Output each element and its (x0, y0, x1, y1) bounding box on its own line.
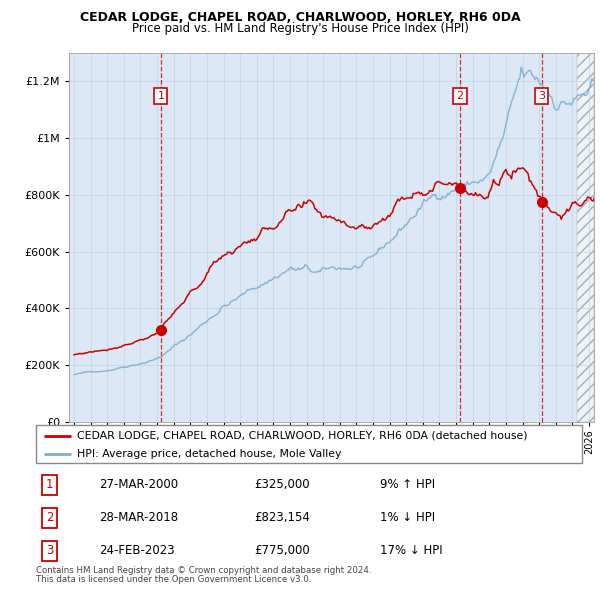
Text: 3: 3 (538, 91, 545, 101)
FancyBboxPatch shape (36, 425, 582, 463)
Text: £823,154: £823,154 (254, 511, 310, 525)
Text: Price paid vs. HM Land Registry's House Price Index (HPI): Price paid vs. HM Land Registry's House … (131, 22, 469, 35)
Text: 24-FEB-2023: 24-FEB-2023 (99, 544, 175, 558)
Text: CEDAR LODGE, CHAPEL ROAD, CHARLWOOD, HORLEY, RH6 0DA: CEDAR LODGE, CHAPEL ROAD, CHARLWOOD, HOR… (80, 11, 520, 24)
Text: 3: 3 (46, 544, 53, 558)
Text: £325,000: £325,000 (254, 478, 310, 491)
Text: 1% ↓ HPI: 1% ↓ HPI (380, 511, 435, 525)
Text: Contains HM Land Registry data © Crown copyright and database right 2024.: Contains HM Land Registry data © Crown c… (36, 566, 371, 575)
Text: 27-MAR-2000: 27-MAR-2000 (99, 478, 178, 491)
Text: This data is licensed under the Open Government Licence v3.0.: This data is licensed under the Open Gov… (36, 575, 311, 584)
Text: HPI: Average price, detached house, Mole Valley: HPI: Average price, detached house, Mole… (77, 448, 341, 458)
Text: 1: 1 (46, 478, 53, 491)
Text: 28-MAR-2018: 28-MAR-2018 (99, 511, 178, 525)
Bar (577, 53, 594, 422)
Text: 9% ↑ HPI: 9% ↑ HPI (380, 478, 435, 491)
Text: 2: 2 (46, 511, 53, 525)
Text: 1: 1 (157, 91, 164, 101)
Text: 2: 2 (457, 91, 464, 101)
Text: CEDAR LODGE, CHAPEL ROAD, CHARLWOOD, HORLEY, RH6 0DA (detached house): CEDAR LODGE, CHAPEL ROAD, CHARLWOOD, HOR… (77, 431, 527, 441)
Text: 17% ↓ HPI: 17% ↓ HPI (380, 544, 443, 558)
Text: £775,000: £775,000 (254, 544, 310, 558)
Bar (577, 53, 594, 422)
